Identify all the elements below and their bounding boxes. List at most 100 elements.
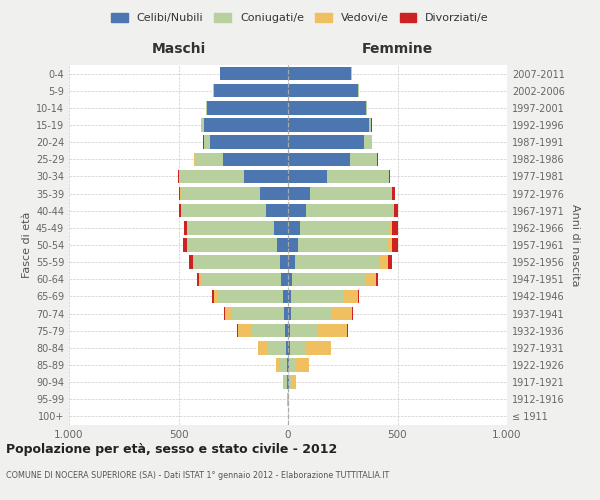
Bar [392, 238, 398, 252]
Bar [218, 290, 283, 303]
Bar [288, 152, 350, 166]
Bar [288, 84, 358, 98]
Bar [290, 324, 318, 338]
Bar [276, 358, 280, 372]
Bar [280, 358, 287, 372]
Bar [251, 324, 285, 338]
Bar [288, 290, 291, 303]
Bar [204, 136, 210, 149]
Bar [284, 376, 287, 389]
Bar [310, 187, 391, 200]
Bar [288, 324, 290, 338]
Bar [292, 272, 365, 286]
Y-axis label: Anni di nascita: Anni di nascita [570, 204, 580, 286]
Bar [288, 187, 310, 200]
Bar [365, 272, 376, 286]
Bar [287, 376, 288, 389]
Bar [394, 204, 398, 218]
Bar [187, 221, 274, 234]
Bar [286, 341, 288, 354]
Bar [332, 307, 352, 320]
Bar [344, 290, 358, 303]
Bar [288, 118, 369, 132]
Bar [202, 272, 281, 286]
Bar [232, 307, 284, 320]
Bar [392, 187, 395, 200]
Bar [259, 341, 268, 354]
Bar [183, 238, 187, 252]
Bar [184, 221, 187, 234]
Bar [194, 256, 280, 269]
Bar [288, 136, 364, 149]
Bar [199, 272, 202, 286]
Bar [291, 376, 296, 389]
Bar [392, 221, 398, 234]
Bar [214, 84, 288, 98]
Bar [305, 341, 331, 354]
Bar [388, 238, 392, 252]
Bar [281, 272, 288, 286]
Bar [389, 170, 391, 183]
Bar [288, 204, 305, 218]
Text: Popolazione per età, sesso e stato civile - 2012: Popolazione per età, sesso e stato civil… [6, 442, 337, 456]
Bar [366, 101, 367, 114]
Bar [202, 118, 203, 132]
Bar [287, 358, 288, 372]
Bar [290, 307, 332, 320]
Bar [288, 170, 328, 183]
Bar [350, 152, 377, 166]
Bar [179, 204, 181, 218]
Bar [380, 256, 388, 269]
Bar [284, 307, 288, 320]
Bar [207, 101, 288, 114]
Text: Femmine: Femmine [362, 42, 433, 56]
Bar [213, 84, 214, 98]
Bar [197, 272, 199, 286]
Bar [364, 136, 371, 149]
Text: COMUNE DI NOCERA SUPERIORE (SA) - Dati ISTAT 1° gennaio 2012 - Elaborazione TUTT: COMUNE DI NOCERA SUPERIORE (SA) - Dati I… [6, 470, 389, 480]
Bar [288, 101, 366, 114]
Bar [288, 221, 300, 234]
Bar [288, 341, 290, 354]
Bar [288, 272, 292, 286]
Bar [283, 376, 284, 389]
Bar [388, 256, 392, 269]
Bar [283, 290, 288, 303]
Bar [288, 238, 298, 252]
Bar [288, 376, 289, 389]
Bar [352, 307, 353, 320]
Bar [268, 341, 286, 354]
Bar [244, 170, 288, 183]
Bar [328, 170, 389, 183]
Bar [224, 307, 225, 320]
Bar [225, 307, 232, 320]
Bar [206, 101, 207, 114]
Bar [288, 358, 289, 372]
Bar [260, 187, 288, 200]
Bar [188, 238, 277, 252]
Bar [266, 204, 288, 218]
Bar [288, 307, 290, 320]
Bar [376, 272, 378, 286]
Bar [220, 67, 288, 80]
Bar [187, 238, 188, 252]
Bar [285, 324, 288, 338]
Bar [295, 358, 309, 372]
Bar [318, 324, 347, 338]
Bar [274, 221, 288, 234]
Bar [289, 376, 291, 389]
Legend: Celibi/Nubili, Coniugati/e, Vedovi/e, Divorziati/e: Celibi/Nubili, Coniugati/e, Vedovi/e, Di… [107, 8, 493, 28]
Bar [179, 170, 244, 183]
Bar [369, 118, 371, 132]
Bar [291, 290, 344, 303]
Bar [288, 67, 351, 80]
Bar [223, 152, 288, 166]
Bar [178, 170, 179, 183]
Bar [288, 256, 295, 269]
Bar [277, 238, 288, 252]
Bar [203, 118, 288, 132]
Bar [214, 290, 218, 303]
Bar [390, 221, 392, 234]
Bar [195, 152, 223, 166]
Bar [295, 256, 380, 269]
